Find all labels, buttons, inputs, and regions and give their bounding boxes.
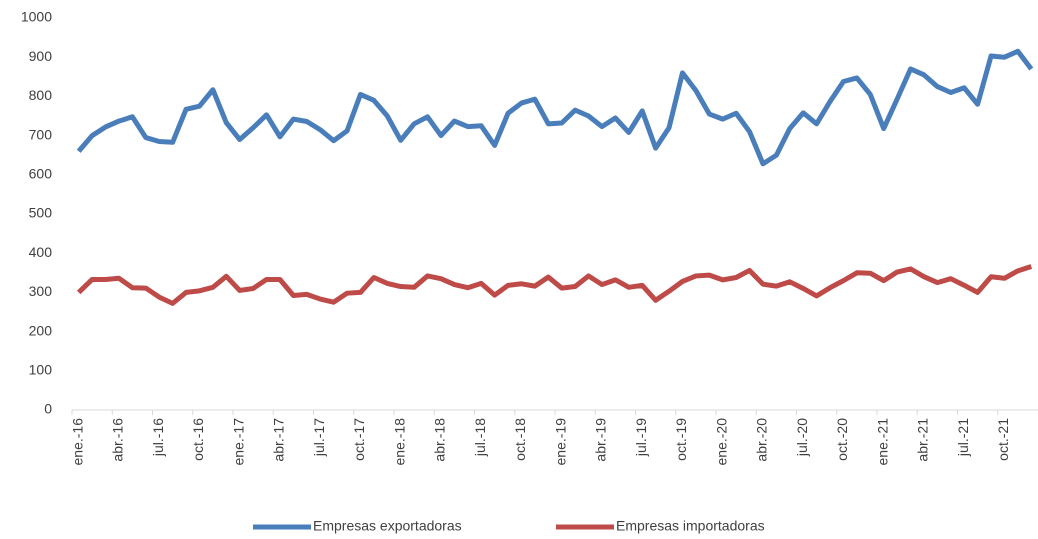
x-tick-label: jul.-20 [794,418,810,457]
x-tick-label: ene.-21 [874,418,890,466]
series-line [76,264,1033,306]
y-tick-label: 200 [29,322,53,338]
x-tick-label: abr.-19 [593,418,609,462]
y-tick-label: 500 [29,205,53,221]
x-tick-label: jul.-21 [955,418,971,457]
x-tick-label: oct.-20 [834,418,850,461]
y-tick-label: 1000 [21,9,52,25]
y-tick-label: 600 [29,166,53,182]
y-tick-label: 700 [29,126,53,142]
y-tick-label: 900 [29,48,53,64]
y-tick-label: 300 [29,283,53,299]
x-tick-label: ene.-18 [391,418,407,466]
x-tick-label: oct.-16 [190,418,206,461]
x-tick-label: oct.-21 [995,418,1011,461]
x-tick-label: oct.-18 [512,418,528,461]
x-tick-label: oct.-17 [351,418,367,461]
x-tick-label: ene.-16 [69,418,85,466]
x-tick-label: jul.-19 [633,418,649,457]
legend-label: Empresas importadoras [616,518,765,534]
x-tick-label: abr.-18 [432,418,448,462]
x-tick-label: abr.-20 [754,418,770,462]
x-tick-label: jul.-18 [472,418,488,457]
x-tick-label: abr.-21 [915,418,931,462]
legend-label: Empresas exportadoras [313,518,462,534]
y-tick-label: 800 [29,87,53,103]
x-tick-label: ene.-17 [230,418,246,466]
y-tick-label: 100 [29,362,53,378]
y-tick-label: 400 [29,244,53,260]
x-tick-label: jul.-17 [311,418,327,457]
x-tick-label: abr.-16 [110,418,126,462]
x-tick-label: ene.-20 [713,418,729,466]
x-tick-label: abr.-17 [271,418,287,462]
y-tick-label: 0 [44,401,52,417]
x-tick-label: oct.-19 [673,418,689,461]
series-line [76,48,1034,167]
x-tick-label: ene.-19 [552,418,568,466]
x-tick-label: jul.-16 [150,418,166,457]
